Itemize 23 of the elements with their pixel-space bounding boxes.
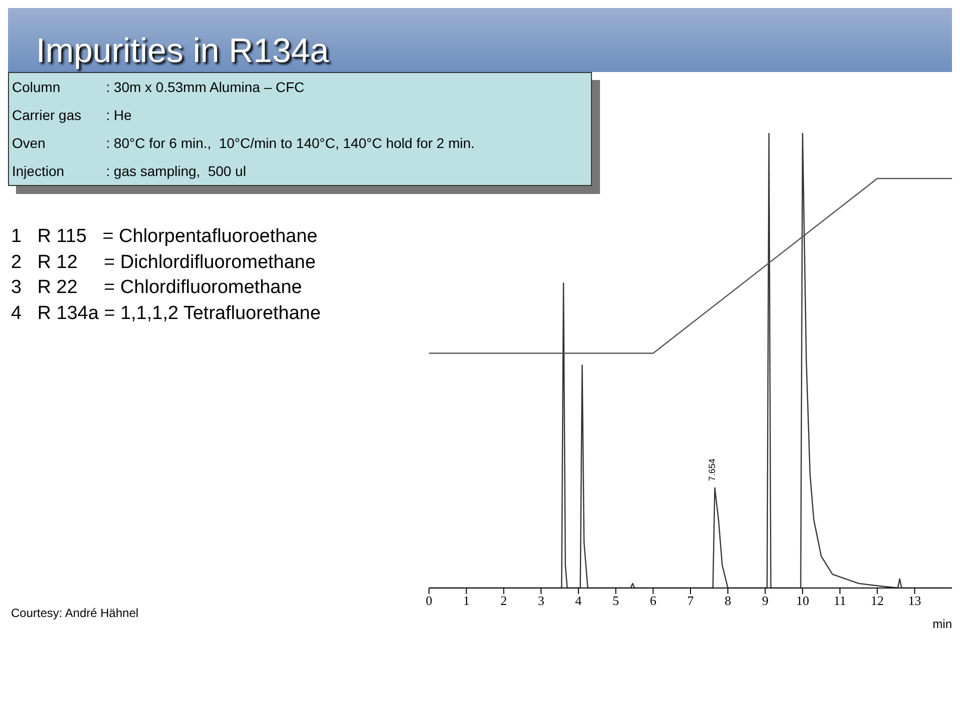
x-tick-label: 2 [500,593,507,608]
text: Courtesy: André Hähnel [11,606,138,620]
text: 2 R 12 = Dichlordifluoromethane [11,250,317,274]
x-tick-label: 8 [724,593,732,608]
chart-title: Impurities in R134a [36,32,329,71]
x-tick-label: 4 [575,593,582,608]
annotation: 7.654 [706,458,717,482]
x-tick-label: 13 [908,593,922,608]
x-tick-label: 9 [762,593,768,608]
x-tick-label: 12 [870,593,884,608]
text: 4 R 134a = 1,1,1,2 Tetrafluorethane [11,302,321,326]
x-tick-label: 3 [538,593,544,608]
text: 1 R 115 = Chlorpentafluoroethane [11,225,318,249]
x-tick-label: 1 [463,593,470,608]
x-axis-title: min [932,617,952,631]
annotation: : 80°C for 6 min., 10°C/min to 140°C, 140°C hold for 2 min. [106,135,475,151]
text: 3 R 22 = Chlordifluoromethane [11,276,303,300]
x-tick-label: 10 [796,593,810,608]
x-tick-label: 7 [687,593,694,608]
x-tick-label: 6 [650,593,657,608]
x-tick-label: 0 [426,593,432,608]
x-tick-label: 11 [834,593,846,608]
x-tick-label: 5 [612,593,620,608]
